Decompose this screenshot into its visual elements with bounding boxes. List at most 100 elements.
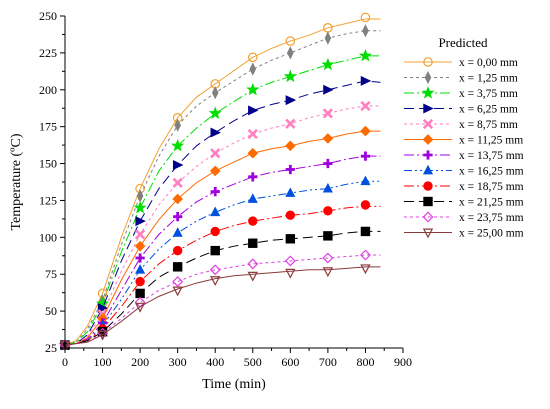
series-line: [64, 18, 381, 346]
data-point: [284, 255, 296, 267]
data-point: [135, 264, 146, 274]
data-point: [172, 227, 183, 237]
series-line: [64, 254, 381, 346]
series-1: [60, 12, 381, 350]
x-axis-title: Time (min): [202, 377, 266, 392]
data-point: [210, 186, 220, 197]
series-line: [64, 55, 381, 346]
data-point: [135, 216, 146, 227]
x-tick-label: 700: [319, 355, 337, 369]
legend-item: x = 21,25 mm: [404, 197, 524, 209]
data-point: [323, 206, 333, 216]
data-point: [248, 172, 258, 182]
data-point: [323, 84, 334, 95]
legend-label: x = 1,25 mm: [459, 73, 518, 85]
data-point: [360, 75, 372, 86]
data-point: [210, 148, 221, 159]
data-point: [210, 206, 221, 217]
data-point: [360, 12, 371, 23]
data-point: [285, 95, 297, 106]
data-point: [422, 134, 434, 145]
data-point: [208, 106, 222, 119]
legend: Predicted x = 0,00 mm x = 1,25 mm x = 3,75…: [404, 35, 524, 240]
y-tick-label: 125: [39, 193, 57, 207]
data-point: [247, 147, 259, 159]
legend-item: x = 25,00 mm: [404, 228, 524, 240]
legend-label: x = 8,75 mm: [459, 119, 518, 131]
legend-label: x = 16,25 mm: [459, 166, 524, 178]
x-tick-label: 600: [281, 355, 299, 369]
data-point: [285, 210, 296, 220]
data-point: [285, 164, 295, 175]
data-point: [174, 118, 181, 132]
data-point: [210, 127, 222, 138]
data-point: [322, 133, 334, 144]
y-tick-label: 100: [39, 230, 57, 244]
legend-item: x = 3,75 mm: [404, 86, 518, 100]
data-point: [134, 229, 146, 240]
y-tick-label: 25: [45, 341, 57, 355]
x-tick-label: 400: [206, 355, 224, 369]
series-12: [59, 264, 381, 351]
data-point: [360, 264, 371, 275]
legend-label: x = 25,00 mm: [459, 228, 524, 240]
data-point: [285, 140, 296, 152]
legend-label: x = 23,75 mm: [459, 212, 524, 224]
data-point: [423, 181, 433, 191]
data-point: [362, 24, 369, 38]
data-point: [323, 158, 333, 169]
x-tick-label: 800: [356, 355, 374, 369]
data-point: [249, 62, 257, 76]
data-point: [247, 52, 258, 63]
data-point: [421, 86, 435, 99]
legend-item: x = 11,25 mm: [404, 134, 523, 147]
data-point: [248, 216, 258, 226]
data-point: [135, 288, 145, 299]
x-tick-label: 900: [394, 355, 412, 369]
data-point: [359, 249, 371, 261]
series-7: [60, 151, 381, 350]
data-point: [360, 151, 371, 161]
legend-item: x = 0,00 mm: [404, 57, 518, 69]
legend-label: x = 11,25 mm: [459, 135, 523, 147]
data-point: [135, 253, 145, 263]
y-tick-label: 150: [39, 157, 57, 171]
data-point: [422, 228, 434, 239]
data-point: [360, 175, 371, 186]
data-point: [172, 276, 184, 288]
x-tick-label: 0: [62, 355, 68, 369]
data-point: [360, 226, 371, 237]
data-point: [172, 160, 184, 171]
plot-area: [58, 12, 381, 352]
series-line: [64, 205, 381, 346]
legend-title: Predicted: [438, 35, 488, 50]
legend-label: x = 18,75 mm: [459, 181, 524, 193]
data-point: [324, 31, 332, 45]
data-point: [97, 330, 108, 341]
series-line: [64, 130, 381, 346]
data-point: [209, 165, 221, 177]
legend-item: x = 23,75 mm: [404, 211, 524, 224]
legend-item: x = 16,25 mm: [404, 164, 524, 178]
data-point: [322, 252, 334, 264]
x-tick-label: 200: [131, 355, 149, 369]
y-tick-label: 175: [39, 120, 57, 134]
data-point: [322, 182, 333, 193]
data-point: [422, 164, 434, 175]
data-point: [285, 234, 296, 244]
series-4: [60, 75, 381, 351]
y-tick-label: 75: [45, 267, 57, 281]
data-point: [285, 118, 296, 129]
series-line: [64, 105, 381, 346]
data-point: [423, 196, 433, 207]
data-point: [247, 193, 258, 203]
series-line: [64, 80, 381, 346]
data-point: [287, 46, 294, 60]
data-point: [247, 128, 258, 140]
data-point: [210, 276, 221, 287]
legend-label: x = 6,25 mm: [459, 104, 518, 116]
data-point: [134, 240, 146, 252]
data-point: [285, 36, 296, 46]
data-point: [360, 100, 371, 112]
data-point: [285, 187, 296, 197]
